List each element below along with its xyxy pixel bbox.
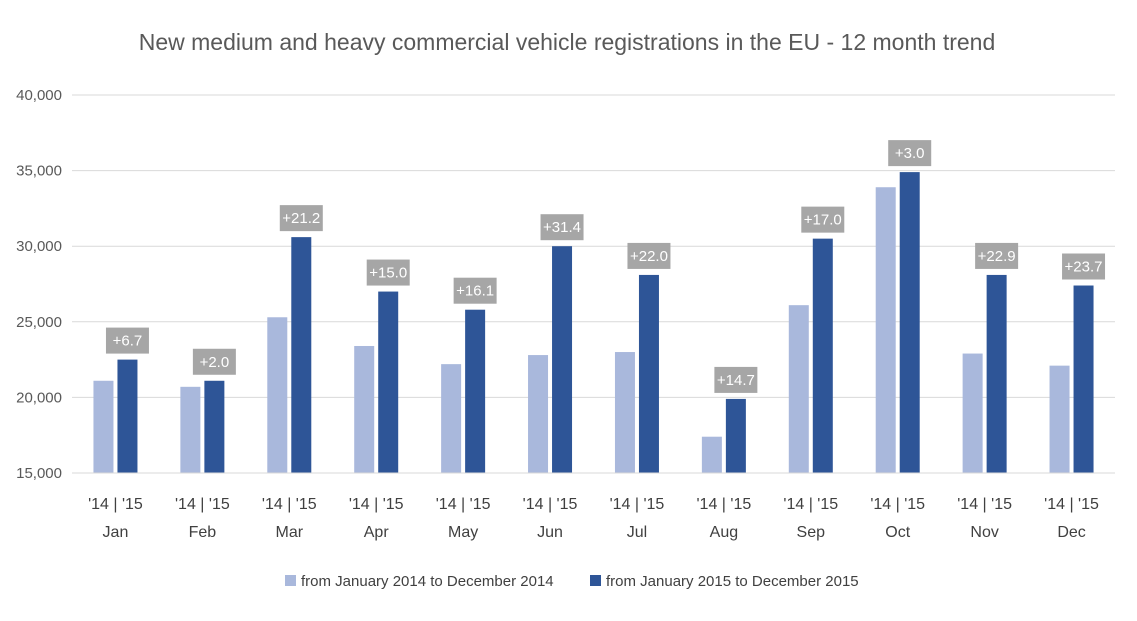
change-label: +15.0 [369, 265, 407, 282]
category-label: Mar [276, 524, 304, 541]
bar-sublabel: '14 | '15 [870, 496, 925, 513]
x-axis: '14 | '15 Jan '14 | '15 Feb '14 | '15 Mar '14 … [72, 472, 1115, 541]
bar-jun-2014 [528, 355, 549, 473]
category-label: Oct [885, 524, 910, 541]
chart-title: New medium and heavy commercial vehicle … [139, 29, 996, 55]
legend-label-2014: from January 2014 to December 2014 [301, 573, 554, 590]
bar-sublabel: '14 | '15 [88, 496, 143, 513]
bar-dec-2015 [1073, 285, 1094, 473]
bar-sublabel: '14 | '15 [349, 496, 404, 513]
change-label-box [888, 140, 932, 167]
category-label: Aug [710, 524, 738, 541]
change-label: +3.0 [895, 145, 925, 162]
bar-jul-2014 [614, 352, 635, 473]
bar-sublabel: '14 | '15 [1044, 496, 1099, 513]
change-label-box [1062, 253, 1106, 280]
bar-nov-2014 [962, 353, 983, 473]
bar-dec-2014 [1049, 365, 1070, 473]
category-label: May [448, 524, 478, 541]
change-label-box [453, 277, 497, 304]
legend-swatch-2015 [590, 575, 601, 586]
bar-feb-2015 [204, 380, 225, 473]
bar-jan-2014 [93, 380, 114, 473]
category-label: Jun [537, 524, 563, 541]
bar-sublabel: '14 | '15 [436, 496, 491, 513]
bar-sep-2014 [788, 305, 809, 473]
bar-sep-2015 [812, 238, 833, 473]
bar-mar-2014 [267, 317, 288, 473]
bar-sublabel: '14 | '15 [783, 496, 838, 513]
bar-sublabel: '14 | '15 [262, 496, 317, 513]
change-label: +22.9 [978, 248, 1016, 265]
category-label: Feb [189, 524, 217, 541]
change-label: +31.4 [543, 219, 581, 236]
bar-jul-2015 [638, 274, 659, 473]
bar-jun-2015 [552, 246, 573, 473]
category-label: Nov [970, 524, 998, 541]
category-label: Dec [1057, 524, 1085, 541]
change-label: +6.7 [113, 333, 143, 350]
change-label-box [366, 259, 410, 286]
bar-aug-2014 [701, 436, 722, 473]
bar-apr-2014 [354, 345, 375, 473]
bar-oct-2015 [899, 172, 920, 473]
change-label-box [714, 366, 758, 393]
change-label: +17.0 [804, 212, 842, 229]
y-tick-label: 35,000 [16, 163, 62, 180]
category-label: Jan [103, 524, 129, 541]
change-label-box [540, 214, 584, 241]
change-label: +16.1 [456, 283, 494, 300]
legend-swatch-2014 [285, 575, 296, 586]
bar-sublabel: '14 | '15 [610, 496, 665, 513]
bar-sublabel: '14 | '15 [175, 496, 230, 513]
change-label: +22.0 [630, 248, 668, 265]
bar-oct-2014 [875, 187, 896, 473]
bar-sublabel: '14 | '15 [697, 496, 752, 513]
y-axis: 15,000 20,000 25,000 30,000 35,000 40,000 [16, 87, 62, 482]
legend: from January 2014 to December 2014 from … [285, 573, 859, 590]
bars [93, 172, 1094, 473]
bar-aug-2015 [725, 398, 746, 473]
category-label: Sep [797, 524, 826, 541]
category-label: Apr [364, 524, 390, 541]
bar-mar-2015 [291, 237, 312, 473]
y-tick-label: 40,000 [16, 87, 62, 104]
change-label-box [192, 348, 236, 375]
bar-sublabel: '14 | '15 [523, 496, 578, 513]
change-label: +2.0 [200, 354, 230, 371]
bar-feb-2014 [180, 386, 201, 473]
legend-label-2015: from January 2015 to December 2015 [606, 573, 859, 590]
category-label: Jul [627, 524, 647, 541]
change-label: +14.7 [717, 372, 755, 389]
bar-nov-2015 [986, 274, 1007, 473]
change-label-box [279, 205, 323, 232]
y-tick-label: 30,000 [16, 238, 62, 255]
y-tick-label: 15,000 [16, 465, 62, 482]
gridlines [72, 94, 1115, 474]
change-label: +21.2 [282, 210, 320, 227]
change-label: +23.7 [1065, 259, 1103, 276]
bar-jan-2015 [117, 359, 138, 473]
change-label-box [627, 242, 671, 269]
change-labels: +6.7 +2.0 +21.2 +15.0 +16.1 +31.4 +22.0 +14.7 +1… [105, 140, 1106, 393]
change-label-box [105, 327, 149, 354]
bar-may-2014 [441, 364, 462, 473]
bar-may-2015 [465, 309, 486, 473]
change-label-box [801, 206, 845, 233]
change-label-box [975, 242, 1019, 269]
y-tick-label: 25,000 [16, 314, 62, 331]
y-tick-label: 20,000 [16, 389, 62, 406]
bar-apr-2015 [378, 291, 399, 473]
bar-sublabel: '14 | '15 [957, 496, 1012, 513]
